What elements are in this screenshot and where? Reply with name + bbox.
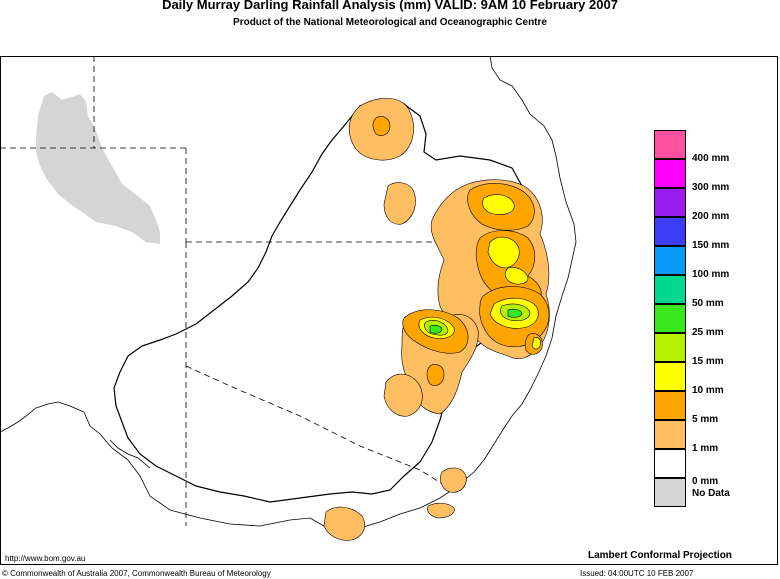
legend-swatch (654, 391, 686, 420)
legend-label-zero: 0 mm (692, 476, 719, 487)
peninsula (109, 439, 151, 469)
legend-swatch (654, 333, 686, 362)
legend-row-25: 25 mm (654, 304, 780, 338)
legend-swatch-zero (654, 449, 686, 478)
legend-swatch (654, 304, 686, 333)
bom-url-link[interactable]: http://www.bom.gov.au (5, 554, 86, 563)
legend-swatch (654, 217, 686, 246)
legend-label: 25 mm (692, 327, 724, 338)
legend-row-nodata (654, 478, 780, 507)
map-title: Daily Murray Darling Rainfall Analysis (… (162, 0, 618, 12)
legend-swatch (654, 246, 686, 275)
legend-row-10: 10 mm (654, 362, 780, 396)
copyright-text: © Commonwealth of Australia 2007, Common… (2, 569, 271, 578)
legend-label: 15 mm (692, 356, 724, 367)
legend-label: 150 mm (692, 240, 730, 251)
legend-label: 1 mm (692, 443, 719, 454)
legend-row-150: 150 mm (654, 217, 780, 251)
legend-row-5: 5 mm (654, 391, 780, 425)
legend-row-50: 50 mm (654, 275, 780, 309)
legend-swatch (654, 188, 686, 217)
legend-row-100: 100 mm (654, 246, 780, 280)
no-data-region (36, 92, 160, 244)
rainfall-map (0, 56, 778, 565)
legend-row-200: 200 mm (654, 188, 780, 222)
legend-swatch (654, 130, 686, 159)
state-boundaries (0, 56, 530, 526)
legend-row-1: 1 mm (654, 420, 780, 454)
legend-label: 10 mm (692, 385, 724, 396)
legend-swatch (654, 420, 686, 449)
map-subtitle: Product of the National Meteorological a… (233, 17, 547, 28)
legend-label: 200 mm (692, 211, 730, 222)
rainfall-25mm (429, 308, 523, 334)
legend-label: 300 mm (692, 182, 730, 193)
legend-label: 5 mm (692, 414, 719, 425)
legend-swatch-nodata (654, 478, 686, 507)
legend-swatch (654, 159, 686, 188)
legend-swatch (654, 275, 686, 304)
legend-label-nodata: No Data (692, 488, 730, 499)
legend-label: 400 mm (692, 153, 730, 164)
projection-label: Lambert Conformal Projection (588, 550, 732, 561)
issued-timestamp: Issued: 04:00UTC 10 FEB 2007 (580, 569, 694, 578)
legend-row-400: 400 mm (654, 130, 780, 164)
legend-row-15: 15 mm (654, 333, 780, 367)
legend-row-300: 300 mm (654, 159, 780, 193)
legend-row-0 (654, 449, 780, 478)
legend-label: 50 mm (692, 298, 724, 309)
legend-label: 100 mm (692, 269, 730, 280)
legend-swatch (654, 362, 686, 391)
